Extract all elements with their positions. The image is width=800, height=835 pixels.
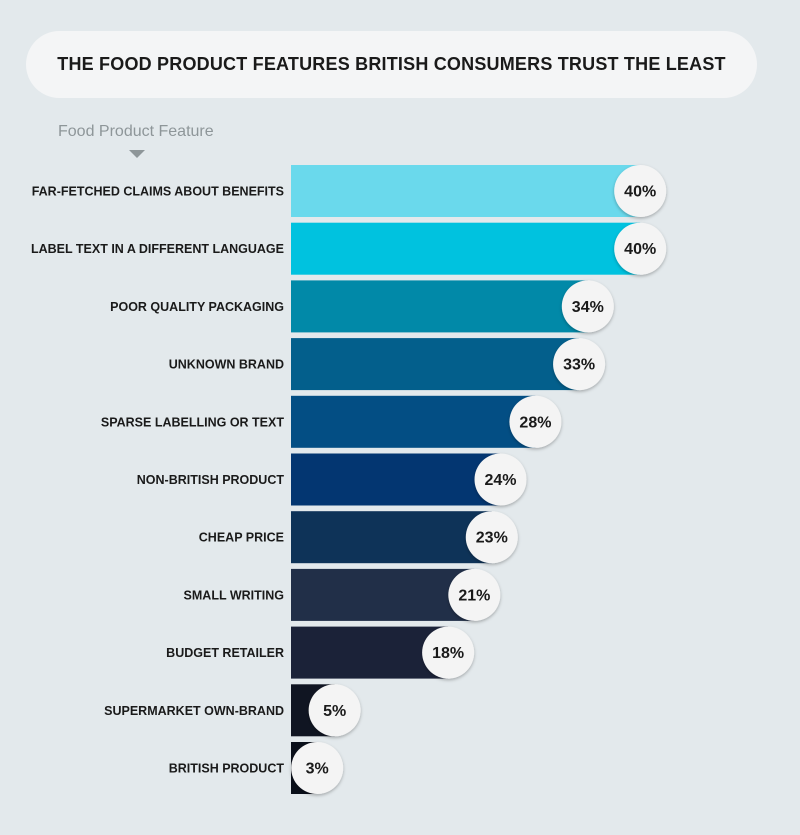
category-label: BRITISH PRODUCT (169, 762, 285, 776)
category-labels-layer: FAR-FETCHED CLAIMS ABOUT BENEFITS LABEL T… (31, 185, 284, 776)
value-badge (291, 742, 344, 794)
chart-title-pill: THE FOOD PRODUCT FEATURES BRITISH CONSUM… (26, 31, 757, 98)
category-label: CHEAP PRICE (199, 531, 284, 545)
value-badge (614, 222, 667, 275)
value-label: 40% (624, 184, 656, 201)
category-label: BUDGET RETAILER (166, 646, 284, 660)
value-label: 23% (476, 530, 508, 547)
value-badge (561, 280, 614, 333)
category-label: LABEL TEXT IN A DIFFERENT LANGUAGE (31, 242, 284, 256)
bar (291, 280, 588, 333)
value-label: 34% (572, 299, 604, 316)
value-badge (614, 165, 667, 217)
bar (291, 338, 580, 391)
bar (291, 511, 492, 564)
category-label: SPARSE LABELLING OR TEXT (101, 415, 284, 429)
bar (291, 626, 449, 679)
value-badge (509, 395, 562, 448)
value-label: 24% (485, 472, 517, 489)
value-badge (465, 511, 518, 564)
bar (291, 222, 641, 275)
category-label: SUPERMARKET OWN-BRAND (104, 704, 284, 718)
value-label: 3% (306, 761, 329, 778)
bar (291, 453, 501, 506)
value-badge (448, 568, 501, 621)
down-arrow-icon (129, 150, 145, 158)
value-badge (308, 684, 361, 737)
category-label: UNKNOWN BRAND (169, 358, 284, 372)
value-badge (422, 626, 475, 679)
axis-heading: Food Product Feature (58, 123, 214, 140)
value-label: 18% (432, 645, 464, 662)
bar (291, 165, 641, 217)
category-label: FAR-FETCHED CLAIMS ABOUT BENEFITS (32, 185, 284, 199)
value-label: 5% (323, 703, 346, 720)
category-label: POOR QUALITY PACKAGING (110, 300, 284, 314)
bar (291, 395, 536, 448)
value-label: 33% (563, 357, 595, 374)
value-badge (474, 453, 527, 506)
category-label: SMALL WRITING (184, 588, 284, 602)
value-label: 40% (624, 241, 656, 258)
value-badge (553, 338, 606, 391)
value-label: 21% (458, 587, 490, 604)
chart-title: THE FOOD PRODUCT FEATURES BRITISH CONSUM… (57, 54, 726, 74)
bar (291, 568, 475, 621)
category-label: NON-BRITISH PRODUCT (137, 473, 285, 487)
value-label: 28% (519, 414, 551, 431)
value-labels-layer: 40% 40% 34% 33% 28% 24% 23% 21% 18% 5% 3% (291, 165, 667, 794)
bars-layer (291, 165, 641, 794)
